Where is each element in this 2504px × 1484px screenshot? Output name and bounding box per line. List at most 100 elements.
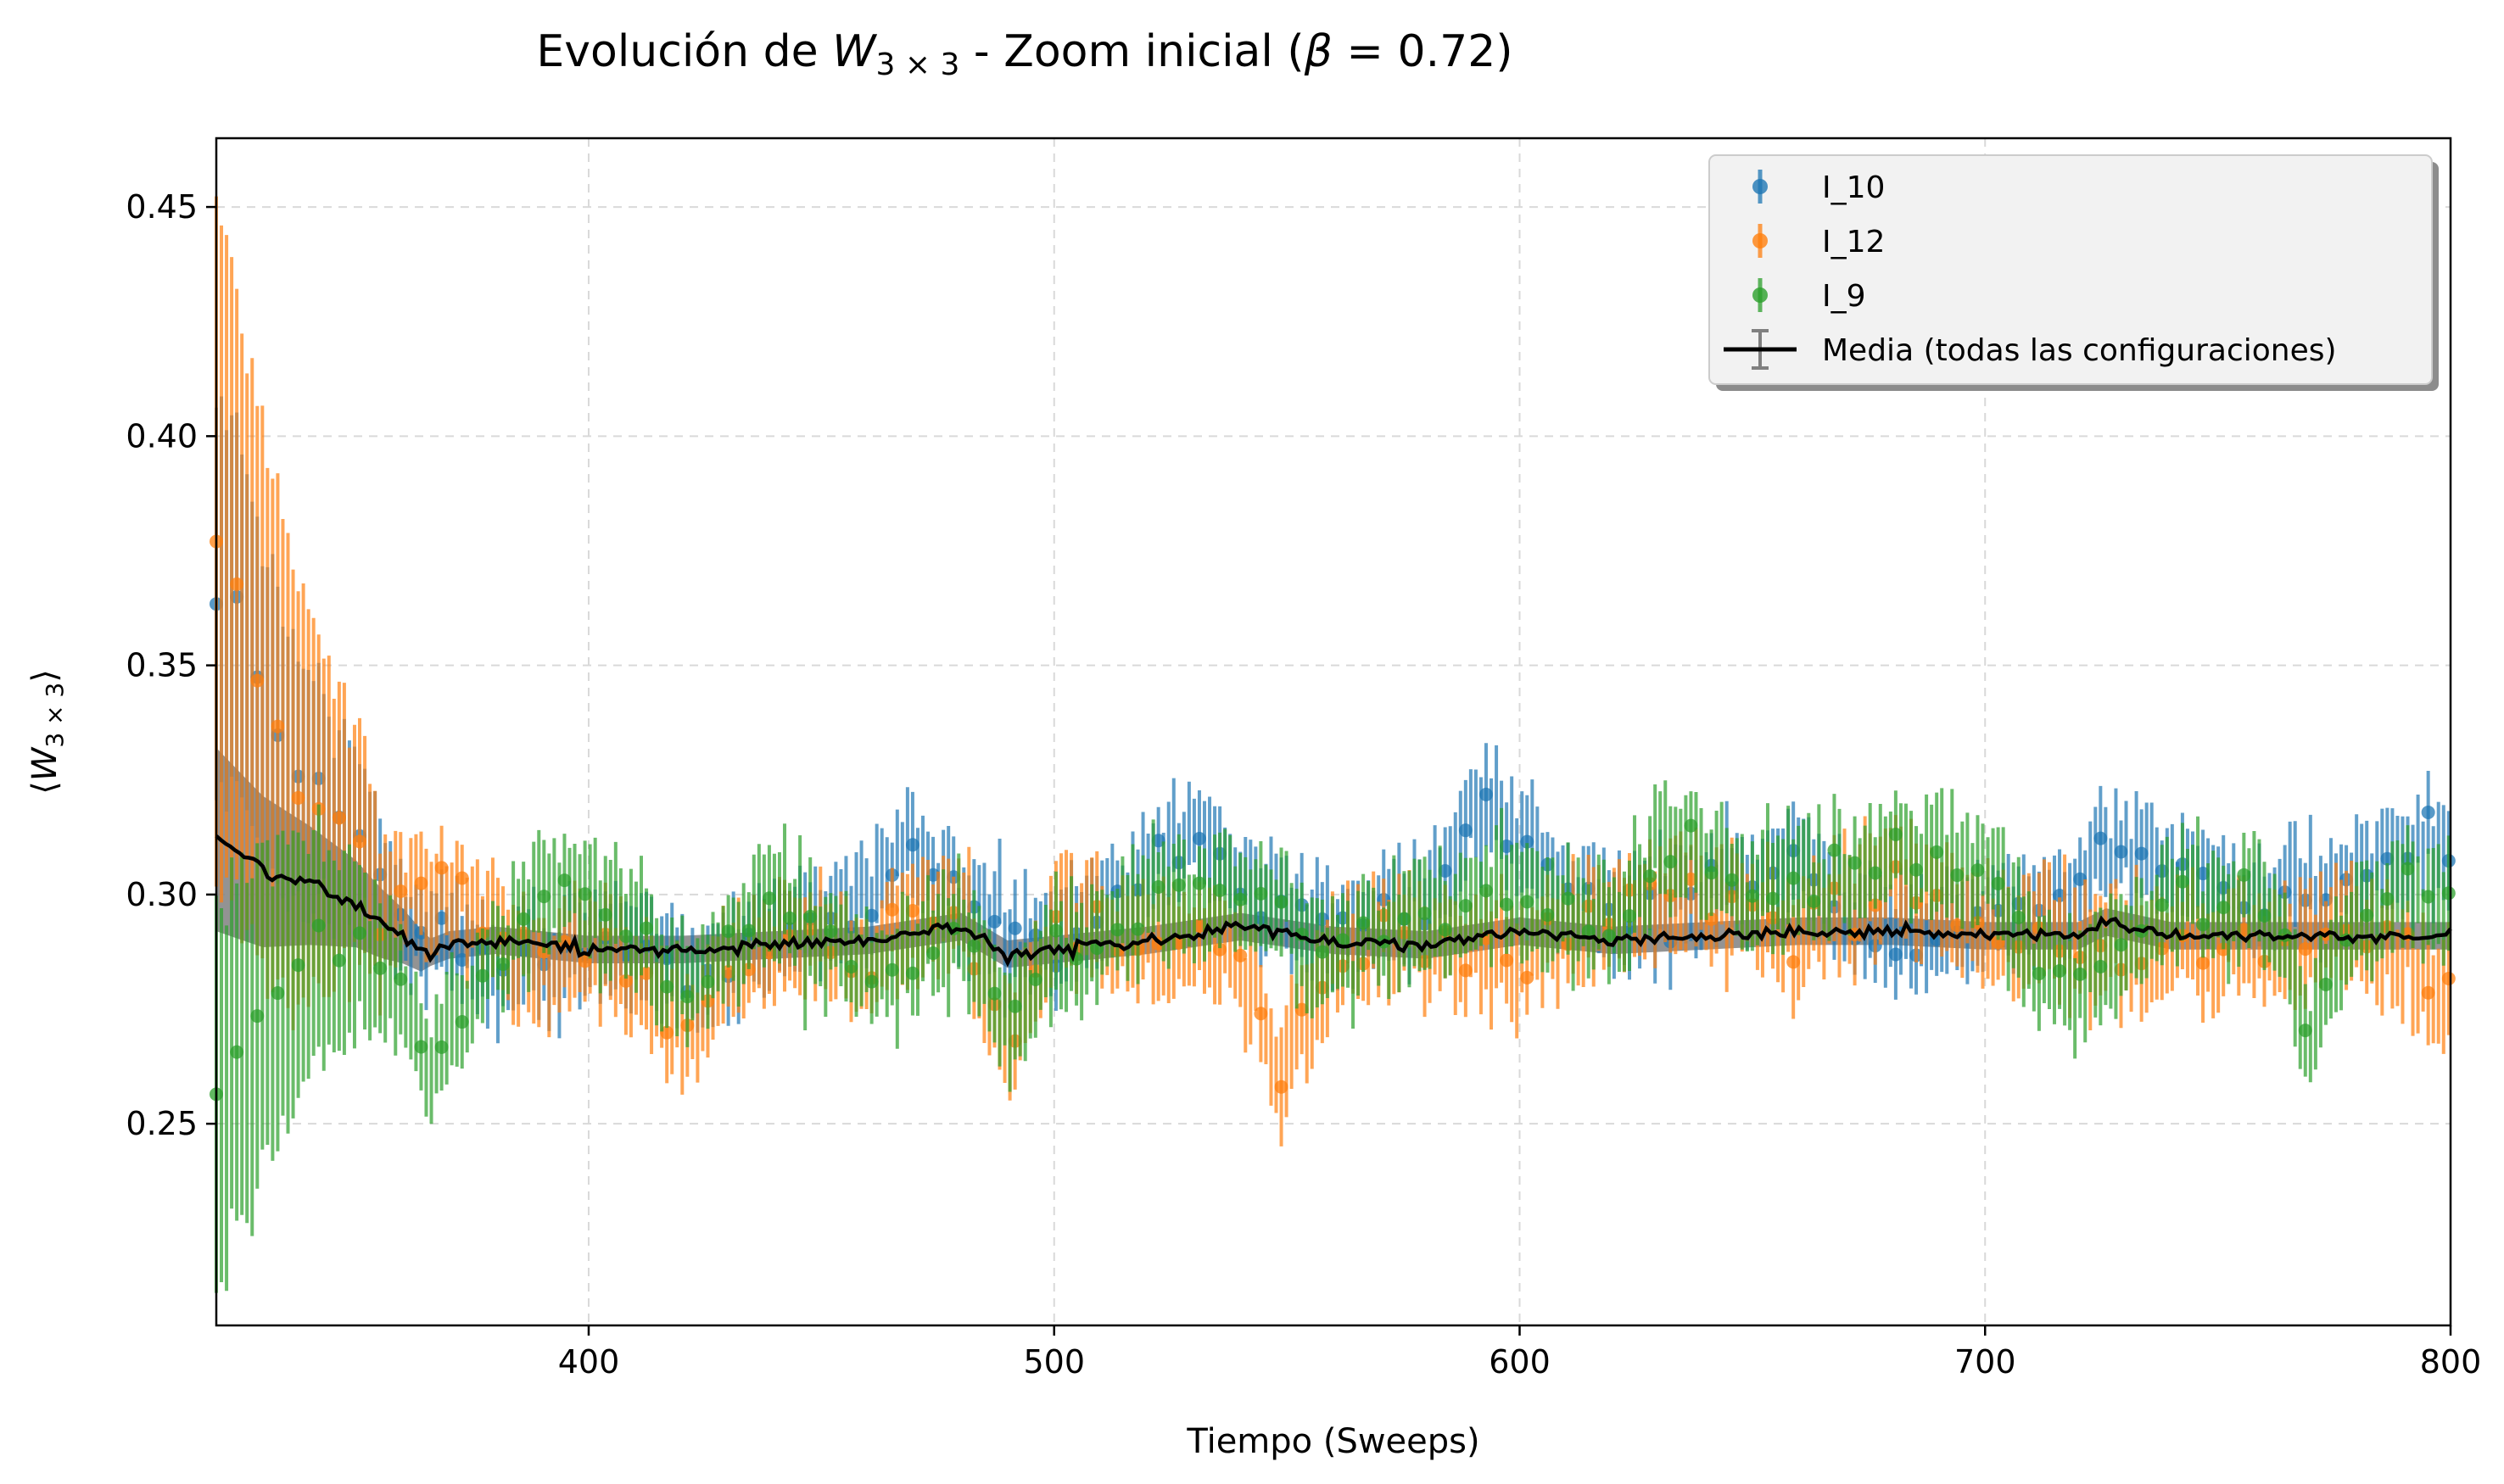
data-point — [2216, 942, 2231, 957]
data-point — [2237, 923, 2251, 937]
data-point — [721, 924, 735, 939]
data-point — [2380, 892, 2395, 907]
data-point — [434, 861, 449, 875]
data-point — [1950, 868, 1965, 883]
data-point — [1213, 942, 1227, 957]
data-point — [291, 790, 305, 805]
data-point — [1294, 1002, 1309, 1017]
data-point — [1991, 935, 2005, 950]
data-point — [2011, 910, 2026, 924]
data-point — [640, 921, 654, 935]
data-point — [230, 577, 244, 591]
data-point — [844, 959, 858, 974]
data-point — [1786, 871, 1801, 885]
data-point — [496, 957, 511, 971]
data-point — [701, 974, 715, 989]
data-point — [2380, 851, 2395, 866]
data-point — [2441, 886, 2456, 901]
data-point — [353, 834, 367, 849]
data-point — [2401, 862, 2415, 876]
data-point — [1315, 945, 1329, 959]
data-point — [2298, 942, 2312, 957]
x-axis-label: Tiempo (Sweeps) — [1186, 1422, 1479, 1461]
data-point — [1274, 1080, 1288, 1094]
legend: I_10 I_12 I_9 Media (todas las configura… — [1708, 154, 2439, 391]
data-point — [2196, 867, 2211, 881]
data-point — [2134, 846, 2149, 861]
data-layer — [210, 196, 2456, 1293]
data-point — [1807, 894, 1821, 908]
data-point — [2114, 845, 2128, 859]
data-point — [1458, 899, 1473, 913]
data-point — [2196, 956, 2211, 970]
data-point — [1233, 892, 1248, 907]
data-point — [1561, 891, 1575, 906]
data-point — [1909, 862, 1924, 877]
data-point — [762, 946, 776, 960]
data-point — [905, 904, 919, 918]
data-point — [1192, 918, 1206, 933]
data-point — [1540, 907, 1555, 922]
legend-item-i9: I_9 — [1752, 278, 1866, 314]
data-point — [618, 974, 633, 988]
data-point — [1151, 879, 1165, 894]
data-point — [1500, 953, 1514, 968]
data-point — [1192, 831, 1206, 845]
data-point — [2421, 805, 2435, 819]
x-tick-label: 800 — [2420, 1343, 2482, 1381]
data-point — [1458, 963, 1473, 978]
data-point — [2032, 967, 2046, 981]
data-point — [1048, 923, 1063, 938]
data-point — [2073, 872, 2088, 886]
data-point — [2360, 908, 2374, 923]
data-point — [2318, 977, 2333, 991]
data-point — [414, 876, 428, 890]
data-point — [762, 891, 776, 906]
data-point — [1766, 891, 1780, 906]
data-point — [1131, 922, 1145, 936]
data-point — [2441, 971, 2456, 985]
data-point — [905, 966, 919, 980]
data-point — [1663, 855, 1678, 869]
data-point — [1745, 889, 1759, 903]
x-tick-label: 400 — [558, 1343, 620, 1381]
data-point — [414, 1040, 428, 1054]
data-point — [2093, 831, 2108, 845]
data-point — [926, 868, 941, 882]
data-point — [2257, 909, 2272, 923]
data-point — [598, 907, 612, 922]
data-point — [660, 979, 674, 994]
data-point — [2421, 985, 2435, 1000]
data-point — [885, 962, 899, 977]
data-point — [967, 939, 981, 953]
ticks: 400 500 600 700 800 0.25 0.30 0.35 0.40 0.45 — [126, 188, 2481, 1381]
data-point — [1213, 883, 1227, 897]
data-point — [1868, 866, 1882, 880]
data-point — [1500, 897, 1514, 912]
data-point — [2196, 918, 2211, 932]
legend-item-mean: Media (todas las configuraciones) — [1724, 329, 2337, 370]
legend-label-mean: Media (todas las configuraciones) — [1822, 333, 2337, 368]
data-point — [1827, 843, 1842, 857]
y-label-open: ⟨ — [25, 781, 64, 795]
data-point — [660, 1025, 674, 1040]
data-point — [2053, 963, 2067, 978]
title-sub: 3 × 3 — [876, 47, 960, 82]
data-point — [1438, 923, 1452, 937]
data-point — [1417, 907, 1432, 921]
data-point — [230, 1045, 244, 1059]
data-point — [2298, 1024, 2312, 1038]
data-point — [741, 962, 756, 977]
data-point — [1438, 863, 1452, 878]
data-point — [1192, 876, 1206, 890]
legend-box — [1708, 154, 2433, 385]
legend-item-i12: I_12 — [1752, 224, 1885, 259]
data-point — [1500, 839, 1514, 853]
x-tick-label: 700 — [1954, 1343, 2016, 1381]
data-point — [864, 974, 879, 989]
data-point — [1478, 787, 1493, 801]
data-point — [455, 871, 469, 885]
data-point — [987, 986, 1002, 1001]
legend-label-i12: I_12 — [1822, 225, 1885, 259]
